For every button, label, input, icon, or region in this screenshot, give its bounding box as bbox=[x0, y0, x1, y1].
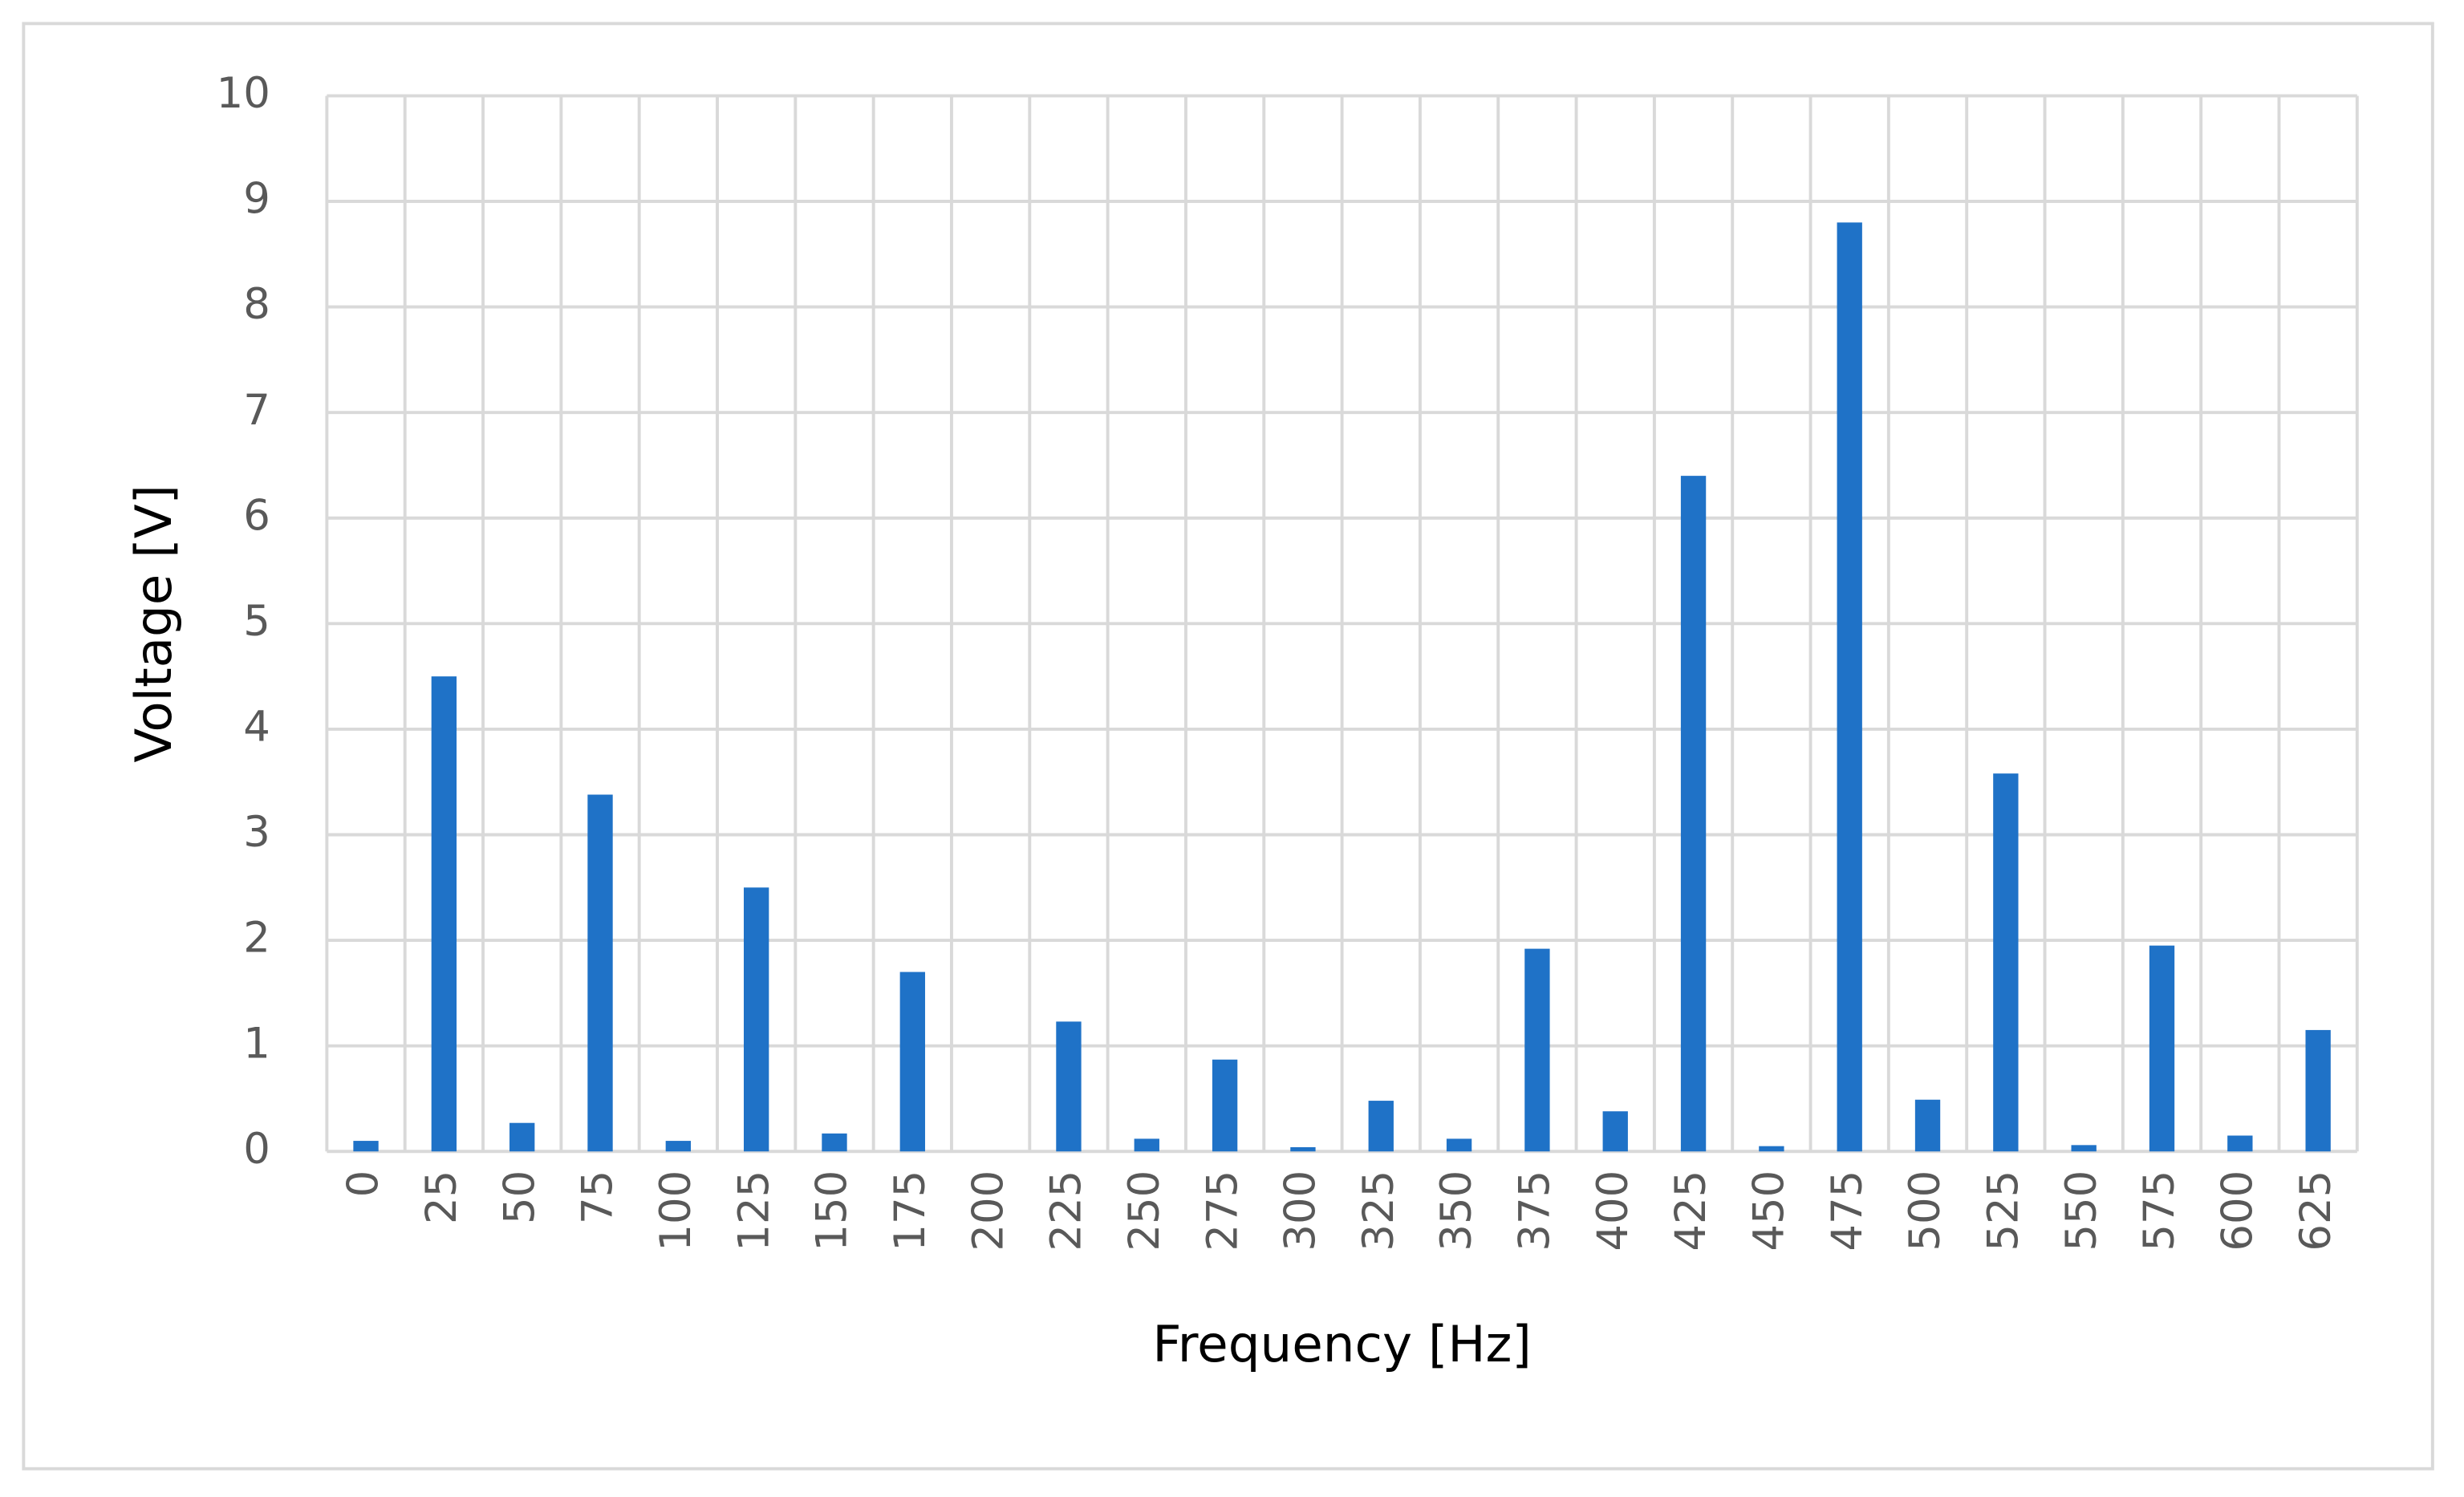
bar bbox=[1524, 948, 1550, 1152]
bar bbox=[1993, 773, 2019, 1152]
x-tick-label: 225 bbox=[1042, 1170, 1091, 1252]
x-tick-label: 75 bbox=[574, 1170, 623, 1224]
x-axis-title: Frequency [Hz] bbox=[1152, 1315, 1532, 1373]
x-tick-label: 575 bbox=[2135, 1170, 2184, 1252]
y-tick-label: 5 bbox=[243, 597, 270, 646]
x-tick-label: 350 bbox=[1432, 1170, 1481, 1252]
bar bbox=[665, 1141, 692, 1152]
bar bbox=[1602, 1111, 1628, 1152]
bar bbox=[822, 1133, 847, 1152]
x-tick-label: 325 bbox=[1354, 1170, 1403, 1252]
bar bbox=[2149, 945, 2175, 1152]
bar bbox=[2071, 1145, 2097, 1152]
x-tick-label: 0 bbox=[339, 1170, 388, 1198]
y-tick-label: 8 bbox=[243, 280, 270, 329]
bar bbox=[1212, 1059, 1238, 1152]
y-tick-label: 1 bbox=[243, 1019, 270, 1068]
bar bbox=[353, 1141, 379, 1152]
x-tick-label: 475 bbox=[1823, 1170, 1872, 1252]
x-tick-label: 400 bbox=[1589, 1170, 1638, 1252]
x-tick-label: 200 bbox=[964, 1170, 1013, 1252]
bar bbox=[1914, 1099, 1941, 1152]
bar bbox=[1837, 222, 1862, 1152]
bar bbox=[2305, 1029, 2331, 1152]
bar bbox=[1680, 476, 1707, 1152]
x-tick-label: 600 bbox=[2213, 1170, 2262, 1252]
y-tick-label: 9 bbox=[243, 175, 270, 224]
x-tick-label: 425 bbox=[1666, 1170, 1715, 1252]
chart-border bbox=[22, 22, 2434, 1471]
bar bbox=[899, 972, 925, 1152]
bar bbox=[587, 794, 613, 1152]
x-tick-label: 500 bbox=[1901, 1170, 1950, 1252]
x-tick-label: 150 bbox=[808, 1170, 857, 1252]
x-tick-label: 275 bbox=[1198, 1170, 1247, 1252]
y-axis-title: Voltage [V] bbox=[124, 485, 183, 763]
bar bbox=[1759, 1146, 1784, 1152]
bar bbox=[1368, 1101, 1394, 1152]
y-tick-label: 10 bbox=[217, 69, 270, 118]
x-tick-label: 175 bbox=[886, 1170, 935, 1252]
bar bbox=[1056, 1021, 1082, 1152]
bar bbox=[743, 887, 769, 1152]
x-tick-label: 525 bbox=[1979, 1170, 2028, 1252]
x-tick-label: 375 bbox=[1511, 1170, 1560, 1252]
bar bbox=[1290, 1146, 1316, 1152]
x-tick-label: 300 bbox=[1277, 1170, 1325, 1252]
bar bbox=[1134, 1138, 1159, 1152]
bar bbox=[1446, 1138, 1472, 1152]
x-tick-label: 125 bbox=[729, 1170, 778, 1252]
x-tick-label: 250 bbox=[1120, 1170, 1169, 1252]
bar bbox=[2227, 1135, 2253, 1152]
y-tick-label: 7 bbox=[243, 386, 270, 435]
y-tick-label: 4 bbox=[243, 703, 270, 752]
y-tick-label: 0 bbox=[243, 1125, 270, 1174]
bar bbox=[509, 1122, 535, 1152]
y-tick-label: 3 bbox=[243, 808, 270, 857]
x-tick-label: 550 bbox=[2057, 1170, 2106, 1252]
x-tick-label: 450 bbox=[1745, 1170, 1794, 1252]
x-tick-label: 100 bbox=[652, 1170, 700, 1252]
x-tick-label: 25 bbox=[417, 1170, 466, 1224]
y-tick-label: 2 bbox=[243, 914, 270, 963]
x-tick-label: 50 bbox=[495, 1170, 544, 1224]
bar bbox=[431, 676, 457, 1152]
y-tick-label: 6 bbox=[243, 491, 270, 540]
x-tick-label: 625 bbox=[2291, 1170, 2340, 1252]
